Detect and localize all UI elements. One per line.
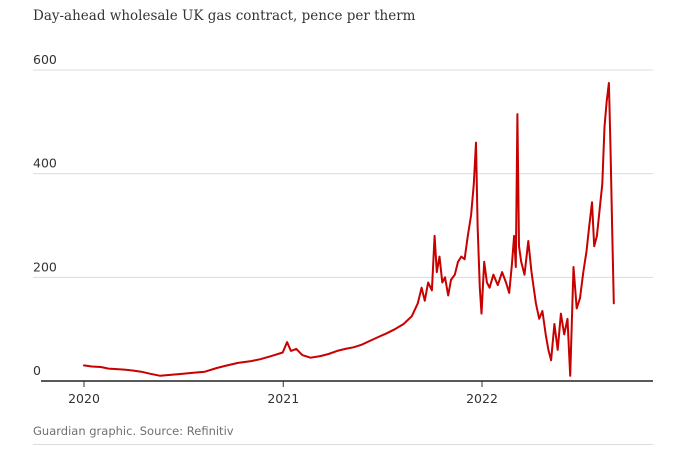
bottom-divider bbox=[33, 444, 653, 445]
y-tick-label-200: 200 bbox=[33, 259, 57, 274]
x-tick-label-2021: 2021 bbox=[267, 391, 299, 406]
chart-title: Day-ahead wholesale UK gas contract, pen… bbox=[33, 8, 416, 24]
y-tick-label-600: 600 bbox=[33, 52, 57, 67]
series-line-0 bbox=[83, 82, 615, 377]
x-axis-ticks: 2020 2021 2022 bbox=[68, 381, 498, 406]
gridlines bbox=[33, 69, 653, 278]
y-tick-label-400: 400 bbox=[33, 156, 57, 171]
x-tick-label-2022: 2022 bbox=[466, 391, 498, 406]
y-axis-tick-labels: 0 200 400 600 bbox=[33, 52, 57, 378]
series-layer bbox=[83, 82, 615, 377]
chart-source: Guardian graphic. Source: Refinitiv bbox=[33, 424, 234, 438]
x-tick-label-2020: 2020 bbox=[68, 391, 100, 406]
y-tick-label-0: 0 bbox=[33, 363, 41, 378]
